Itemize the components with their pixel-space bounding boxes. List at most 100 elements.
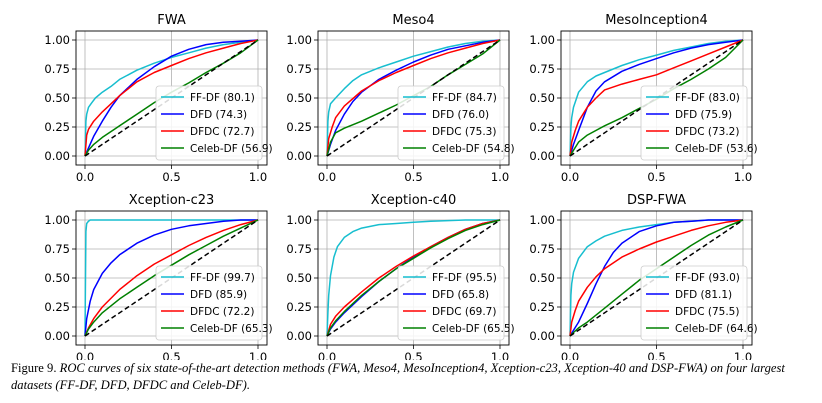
legend-label: FF-DF (83.0) [675,92,740,104]
legend-label: Celeb-DF (53.6) [675,143,758,155]
y-tick-label: 0.00 [529,149,555,163]
legend: FF-DF (84.7) DFD (76.0) DFDC (75.3) Celeb-D… [397,85,515,161]
legend-box [397,85,505,161]
subplot-fwa: FWA 0.00 0.25 0.50 0.75 1.00 0.0 0.5 1.0 FF-DF (8… [44,13,272,184]
series-line-dfd [569,39,744,157]
y-tick-label: 0.75 [286,62,312,76]
axes-frame [317,210,510,346]
subplot-title: Meso4 [392,13,434,28]
series-line-dfdc [326,219,501,337]
y-tick-label: 0.00 [44,149,70,163]
x-tick-label: 0.5 [404,350,422,360]
legend-box [640,85,748,161]
y-tick-label: 0.75 [44,242,70,256]
y-tick-label: 0.00 [529,329,555,343]
y-tick-label: 0.50 [529,271,555,285]
legend-box [155,265,263,341]
series-line-ff-df [326,39,501,157]
legend: FF-DF (99.7) DFD (85.9) DFDC (72.2) Celeb-D… [155,265,273,341]
legend-label: FF-DF (84.7) [432,92,497,104]
subplot-xception-c23: Xception-c23 0.00 0.25 0.50 0.75 1.00 0.0 0.5 1.… [44,193,272,360]
y-tick-label: 0.25 [44,300,70,314]
series-line-dfd [84,219,258,337]
legend-label: FF-DF (80.1) [190,92,255,104]
legend: FF-DF (80.1) DFD (74.3) DFDC (72.7) Celeb-D… [155,85,273,161]
series-line-celeb-df [84,219,259,337]
legend-label: DFDC (69.7) [432,306,496,318]
series-line-celeb-df [569,219,744,337]
axes-frame [317,30,510,166]
x-tick-label: 0.5 [162,170,180,184]
y-tick-label: 0.00 [286,329,312,343]
caption-text: ROC curves of six state-of-the-art detec… [11,361,785,392]
legend-label: DFDC (75.3) [432,126,496,138]
subplot-mesoinception4: MesoInception4 0.00 0.25 0.50 0.75 1.00 0.0 0.5… [529,13,757,184]
x-tick-label: 0.0 [561,170,579,184]
series-line-ff-df [326,219,500,337]
legend-label: FF-DF (93.0) [675,272,740,284]
series-line-dfdc [569,219,744,337]
legend-box [640,265,748,341]
series-line-dfdc [326,39,501,157]
series-line-ff-df [84,39,259,157]
x-tick-label: 1.0 [249,170,267,184]
y-tick-label: 0.25 [529,300,555,314]
subplot-title: Xception-c23 [129,193,215,208]
y-tick-label: 0.75 [529,242,555,256]
x-tick-label: 0.5 [647,170,665,184]
y-tick-label: 0.25 [44,120,70,134]
y-tick-label: 0.00 [286,149,312,163]
series-line-celeb-df [84,39,259,157]
x-tick-label: 0.0 [76,350,94,360]
x-tick-label: 0.0 [318,170,336,184]
y-tick-label: 1.00 [529,33,555,47]
series-line-celeb-df [569,39,744,157]
y-tick-label: 0.00 [44,329,70,343]
subplot-title: MesoInception4 [605,13,708,28]
legend-box [155,85,263,161]
series-line-ff-df [569,39,744,157]
y-tick-label: 0.25 [286,120,312,134]
caption-label: Figure 9. [11,361,57,375]
subplot-meso4: Meso4 0.00 0.25 0.50 0.75 1.00 0.0 0.5 1.0 FF-DF … [286,13,514,184]
legend-label: DFD (65.8) [432,289,489,301]
x-tick-label: 0.5 [162,350,180,360]
figure-caption: Figure 9. ROC curves of six state-of-the… [11,360,819,394]
legend-box [397,265,505,341]
x-tick-label: 0.0 [318,350,336,360]
subplot-title: FWA [157,13,186,28]
y-tick-label: 0.25 [286,300,312,314]
x-tick-label: 1.0 [734,350,752,360]
legend-label: Celeb-DF (64.6) [675,323,758,335]
axes-frame [560,30,753,166]
subplot-title: Xception-c40 [371,193,457,208]
y-tick-label: 1.00 [286,213,312,227]
y-tick-label: 1.00 [44,33,70,47]
x-tick-label: 1.0 [491,350,509,360]
legend: FF-DF (83.0) DFD (75.9) DFDC (73.2) Celeb-D… [640,85,758,161]
subplot-dsp-fwa: DSP-FWA 0.00 0.25 0.50 0.75 1.00 0.0 0.5 1.0 FF-D… [529,193,757,360]
roc-figure: FWA 0.00 0.25 0.50 0.75 1.00 0.0 0.5 1.0 FF-DF (8… [44,13,757,360]
x-tick-label: 0.5 [404,170,422,184]
subplot-title: DSP-FWA [627,193,686,208]
y-tick-label: 1.00 [286,33,312,47]
y-tick-label: 0.50 [286,91,312,105]
legend-label: DFD (76.0) [432,109,489,121]
series-line-celeb-df [326,39,501,157]
legend-label: DFD (81.1) [675,289,732,301]
y-tick-label: 0.25 [529,120,555,134]
legend-label: Celeb-DF (65.5) [432,323,515,335]
y-tick-label: 0.75 [44,62,70,76]
legend-label: DFDC (73.2) [675,126,739,138]
series-line-dfd [84,39,259,157]
legend: FF-DF (95.5) DFD (65.8) DFDC (69.7) Celeb-D… [397,265,515,341]
y-tick-label: 1.00 [529,213,555,227]
x-tick-label: 1.0 [491,170,509,184]
y-tick-label: 0.50 [44,91,70,105]
legend-label: DFDC (72.7) [190,126,254,138]
legend-label: DFDC (72.2) [190,306,254,318]
y-tick-label: 0.50 [44,271,70,285]
x-tick-label: 0.5 [647,350,665,360]
y-tick-label: 0.75 [529,62,555,76]
series-line-celeb-df [326,219,501,337]
